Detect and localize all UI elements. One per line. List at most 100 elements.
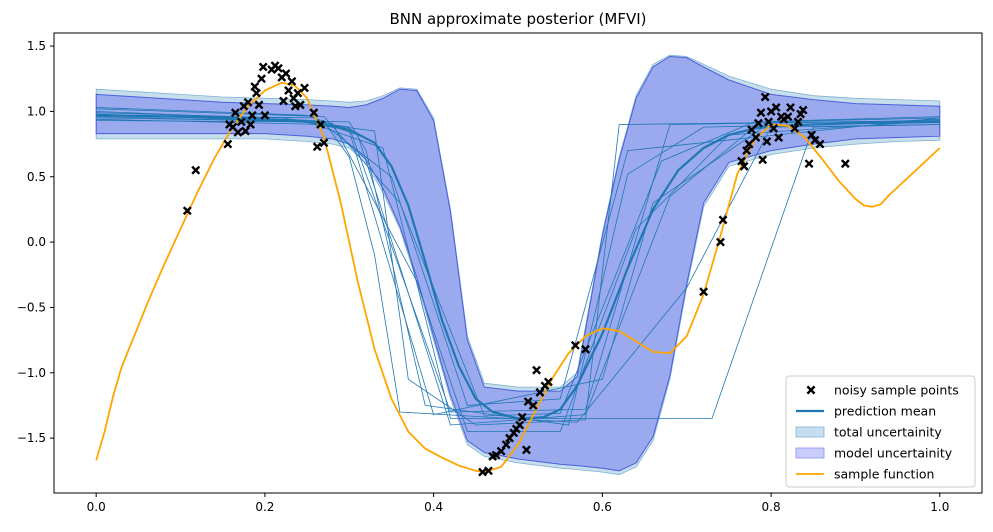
sample-point-11 — [246, 120, 256, 129]
sample-point-57 — [716, 237, 725, 247]
x-tick-label-2: 0.4 — [424, 500, 443, 514]
posterior-sample-line-5 — [96, 120, 940, 423]
sample-point-56 — [699, 287, 709, 297]
sample-point-36 — [478, 467, 488, 477]
sample-point-80 — [793, 117, 803, 127]
chart-title: BNN approximate posterior (MFVI) — [389, 10, 646, 28]
y-tick-label-4: 0.5 — [27, 170, 46, 184]
sample-point-32 — [309, 108, 319, 118]
sample-point-79 — [790, 123, 800, 133]
sample-point-67 — [758, 155, 768, 165]
sample-point-68 — [760, 92, 770, 102]
sample-point-14 — [252, 88, 261, 98]
posterior-sample-line-3 — [96, 107, 940, 416]
sample-point-33 — [312, 142, 322, 152]
sample-point-34 — [316, 120, 326, 129]
sample-point-63 — [747, 125, 757, 135]
legend-swatch-model-uncertainty — [795, 447, 825, 459]
sample-point-58 — [718, 215, 728, 225]
sample-point-83 — [804, 159, 814, 169]
posterior-sample-line-0 — [96, 108, 940, 417]
sample-point-5 — [230, 108, 240, 118]
legend: noisy sample points prediction mean total … — [785, 375, 976, 488]
x-tick-label-3: 0.6 — [593, 500, 612, 514]
sample-point-53 — [543, 377, 553, 387]
sample-point-0 — [182, 206, 192, 216]
sample-point-86 — [815, 139, 825, 149]
sample-point-7 — [236, 117, 246, 127]
sample-point-6 — [233, 127, 243, 137]
axes-frame — [53, 32, 983, 494]
sample-point-66 — [756, 108, 766, 118]
x-tick-label-0: 0.0 — [87, 500, 106, 514]
sample-point-78 — [786, 103, 795, 112]
sample-point-17 — [258, 62, 268, 72]
sample-point-23 — [279, 96, 288, 106]
sample-point-12 — [247, 110, 257, 120]
y-tick-label-0: −1.5 — [17, 431, 46, 445]
legend-label-2: total uncertainity — [834, 425, 942, 440]
plot-content — [95, 54, 941, 477]
sample-point-73 — [771, 103, 781, 112]
sample-point-30 — [295, 100, 305, 110]
sample-point-84 — [807, 130, 817, 140]
plot-area — [95, 54, 941, 477]
legend-label-4: sample function — [834, 467, 934, 482]
sample-point-35 — [319, 138, 329, 148]
sample-point-69 — [762, 137, 772, 146]
sample-point-24 — [281, 69, 291, 78]
x-tick-label-4: 0.8 — [762, 500, 781, 514]
sample-point-49 — [528, 400, 538, 410]
legend-box — [785, 375, 976, 488]
sample-point-18 — [260, 110, 270, 120]
posterior-sample-line-8 — [96, 114, 940, 406]
y-tick-label-6: 1.5 — [27, 39, 46, 53]
posterior-sample-line-1 — [96, 112, 940, 413]
y-tick-label-2: −0.5 — [17, 300, 46, 314]
sample-point-65 — [753, 118, 763, 128]
sample-point-1 — [191, 165, 201, 175]
sample-point-26 — [287, 76, 297, 86]
sample-point-82 — [798, 105, 808, 115]
sample-point-45 — [515, 420, 525, 430]
posterior-sample-line-7 — [96, 116, 940, 419]
sample-point-21 — [273, 63, 283, 73]
sample-point-62 — [744, 139, 754, 149]
sample-point-59 — [737, 156, 747, 166]
legend-label-0: noisy sample points — [834, 383, 959, 398]
sample-point-54 — [570, 340, 580, 350]
sample-point-60 — [739, 161, 749, 171]
sample-point-46 — [517, 412, 527, 422]
sample-point-55 — [581, 344, 590, 354]
sample-point-2 — [223, 139, 233, 149]
sample-point-25 — [284, 86, 293, 95]
x-tick-label-1: 0.2 — [255, 500, 274, 514]
legend-swatch-noisy-sample-points — [806, 385, 816, 395]
sample-point-74 — [774, 133, 784, 142]
sample-point-16 — [257, 74, 266, 84]
sample-point-87 — [840, 159, 850, 169]
sample-point-72 — [769, 123, 779, 133]
model-uncertainty-band — [95, 55, 941, 472]
sample-point-13 — [250, 82, 260, 92]
sample-point-15 — [254, 100, 264, 110]
sample-point-61 — [742, 146, 752, 156]
posterior-sample-line-4 — [96, 117, 940, 426]
x-tick-label-5: 1.0 — [930, 500, 949, 514]
sample-point-47 — [521, 445, 531, 455]
sample-point-41 — [501, 440, 511, 450]
sample-point-10 — [243, 97, 253, 107]
axes: 0.0 0.2 0.4 0.6 0.8 1.0 −1.5 −1.0 −0.5 0.0 0.5 1.0 1… — [17, 32, 983, 514]
sample-point-50 — [532, 365, 542, 375]
sample-point-64 — [751, 133, 761, 142]
legend-swatch-total-uncertainty — [795, 426, 825, 438]
y-tick-label-5: 1.0 — [27, 104, 46, 118]
sample-point-31 — [300, 83, 310, 93]
y-tick-label-3: 0.0 — [27, 235, 46, 249]
sample-point-37 — [484, 466, 493, 476]
legend-label-3: model uncertainity — [834, 446, 953, 461]
sample-point-77 — [783, 112, 793, 122]
y-tick-label-1: −1.0 — [17, 366, 46, 380]
